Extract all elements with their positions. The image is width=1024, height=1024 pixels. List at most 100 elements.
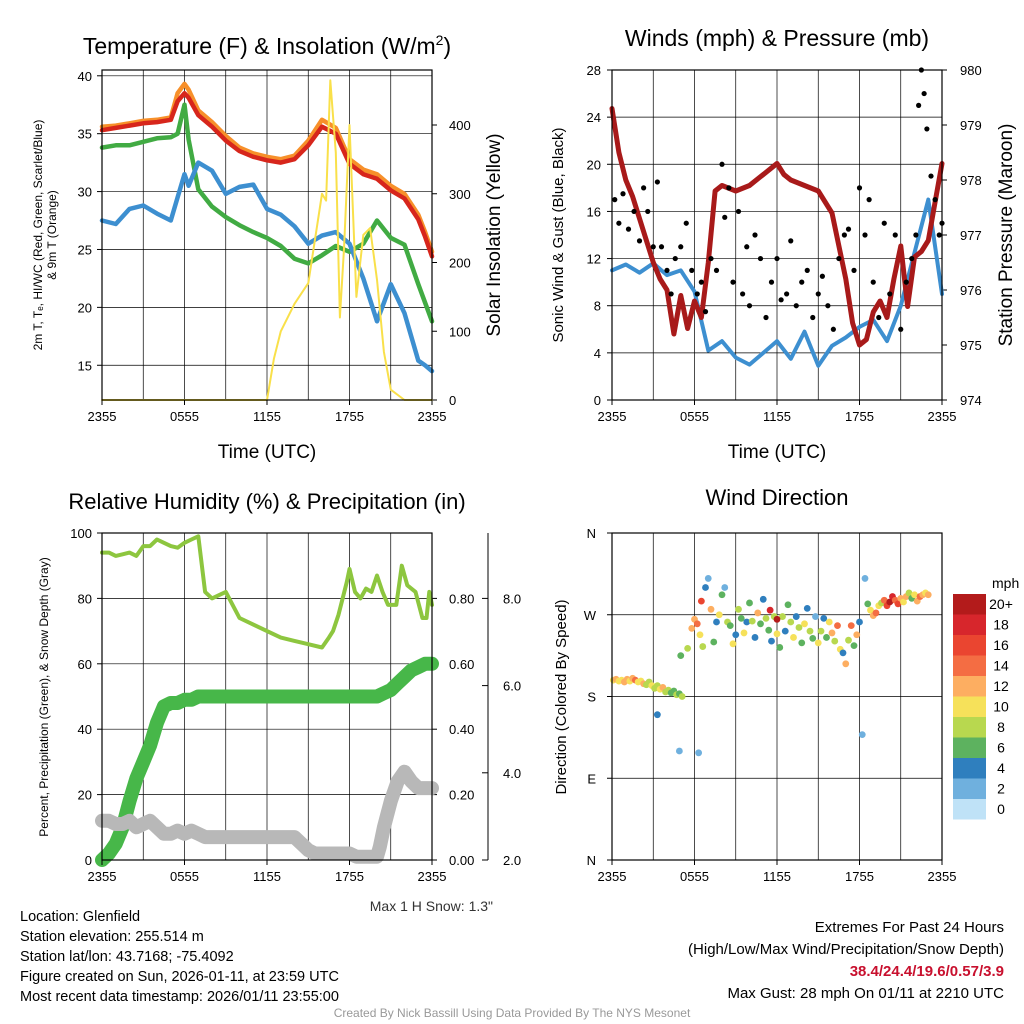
colorbar-label: 14	[993, 658, 1009, 674]
gust-point	[898, 326, 904, 332]
gust-point	[616, 220, 622, 226]
wind-direction-point	[776, 644, 784, 651]
wind-direction-point	[675, 747, 683, 755]
gust-point	[836, 255, 842, 262]
wind-direction-point	[737, 614, 745, 622]
wind-direction-point	[653, 711, 661, 719]
pressure-ytick-label: 976	[960, 283, 982, 298]
temperature-ytick-label: 35	[78, 127, 92, 142]
snow-depth-ytick-label: 8.0	[503, 591, 521, 606]
gust-point	[913, 232, 919, 238]
wind-direction-point	[677, 652, 685, 660]
temperature-chart-xtick-label: 0555	[170, 409, 199, 424]
precip-ytick-label: 0.60	[449, 657, 474, 672]
winds-y-axis-label: Sonic Wind & Gust (Blue, Black)	[550, 127, 567, 342]
gust-point	[694, 291, 700, 297]
wind-direction-point	[696, 631, 704, 639]
gust-point	[722, 214, 728, 220]
colorbar-label: 20+	[989, 596, 1013, 612]
humidity-y-axis-label: Percent, Precipitation (Green), & Snow D…	[37, 557, 51, 836]
colorbar-swatch	[953, 758, 986, 779]
temperature-chart-xtick-label: 1755	[335, 409, 364, 424]
gust-point	[763, 314, 769, 321]
gust-point	[654, 179, 660, 185]
gust-point	[887, 291, 893, 297]
wind-direction-point	[787, 618, 795, 626]
wind-direction-point	[853, 631, 861, 639]
humidity-chart-xtick-label: 0555	[170, 869, 199, 884]
wind-direction-point	[702, 584, 709, 591]
wind-direction-point	[699, 643, 707, 650]
gust-point	[856, 185, 863, 191]
wind-direction-point	[812, 613, 819, 620]
wind-direction-point	[924, 591, 932, 599]
wind-direction-point	[713, 618, 720, 626]
gust-point	[726, 185, 732, 191]
gust-point	[719, 161, 725, 167]
wind-direction-point	[729, 640, 737, 648]
credit-line: Created By Nick Bassill Using Data Provi…	[333, 1006, 691, 1020]
temperature-series-wind-chill	[99, 160, 435, 374]
wind-direction-point	[886, 598, 894, 606]
gust-point	[788, 238, 794, 244]
wind-direction-point	[911, 591, 918, 599]
wind-direction-point	[693, 620, 701, 628]
gust-point	[862, 232, 868, 238]
wind-direction-point	[864, 600, 872, 608]
gust-point	[851, 267, 857, 273]
wind-direction-point	[867, 606, 874, 614]
colorbar-swatch	[953, 717, 986, 738]
gust-point	[744, 244, 750, 250]
gust-point	[804, 267, 810, 273]
gust-point	[866, 197, 872, 203]
snow-depth-ytick-label: 6.0	[503, 679, 521, 694]
extremes-panel: Extremes For Past 24 Hours (High/Low/Max…	[688, 917, 1004, 1005]
colorbar-label: 2	[997, 781, 1005, 797]
winds-ytick-label: 0	[594, 393, 601, 408]
gust-point	[650, 244, 656, 250]
gust-point	[936, 232, 942, 238]
wind-direction-point	[839, 649, 847, 657]
wind-direction-point	[806, 627, 814, 635]
extremes-values: 38.4/24.4/19.6/0.57/3.9	[849, 963, 1004, 980]
temperature-chart-xtick-label: 2355	[88, 409, 117, 424]
gust-point	[909, 255, 915, 262]
wind-direction-point	[856, 618, 863, 626]
wind-direction-point	[817, 627, 825, 635]
winds-ytick-label: 12	[587, 252, 601, 267]
gust-point	[876, 314, 882, 321]
wind-direction-point	[798, 639, 806, 647]
gust-point	[845, 226, 852, 232]
temperature-chart-xtick-label: 1155	[253, 409, 281, 424]
temperature-ytick-label: 40	[78, 69, 92, 84]
wind-direction-point	[779, 613, 786, 620]
wind-direction-y-axis-label: Direction (Colored By Speed)	[553, 599, 570, 794]
wind-direction-point	[726, 622, 734, 630]
wind-direction-point	[803, 604, 811, 612]
colorbar-swatch	[953, 676, 986, 697]
wind-direction-point	[850, 642, 858, 650]
colorbar-swatch	[953, 696, 986, 717]
colorbar-unit: mph	[992, 575, 1019, 591]
humidity-ytick-label: 0	[85, 853, 92, 868]
wind-direction-ytick-label: N	[587, 526, 596, 541]
snow-depth-ytick-label: 2.0	[503, 853, 521, 868]
gust-point	[752, 232, 758, 238]
wind-direction-point	[861, 575, 869, 582]
humidity-series-precipitation	[95, 656, 439, 867]
gust-point	[664, 267, 670, 273]
gust-point	[689, 267, 695, 273]
pressure-ytick-label: 977	[960, 228, 982, 243]
humidity-chart-title: Relative Humidity (%) & Precipitation (i…	[68, 489, 465, 514]
wind-direction-point	[678, 693, 686, 700]
recent-data-timestamp: Most recent data timestamp: 2026/01/11 2…	[20, 989, 339, 1005]
gust-point	[881, 220, 887, 226]
wind-direction-point	[697, 597, 705, 605]
winds-series-station-pressure	[609, 106, 945, 348]
wind-direction-point	[710, 638, 718, 646]
gust-point	[815, 291, 821, 297]
gust-point	[810, 314, 816, 321]
gust-point	[830, 326, 836, 332]
winds-chart-xtick-label: 1755	[845, 409, 874, 424]
wind-direction-point	[828, 629, 836, 637]
